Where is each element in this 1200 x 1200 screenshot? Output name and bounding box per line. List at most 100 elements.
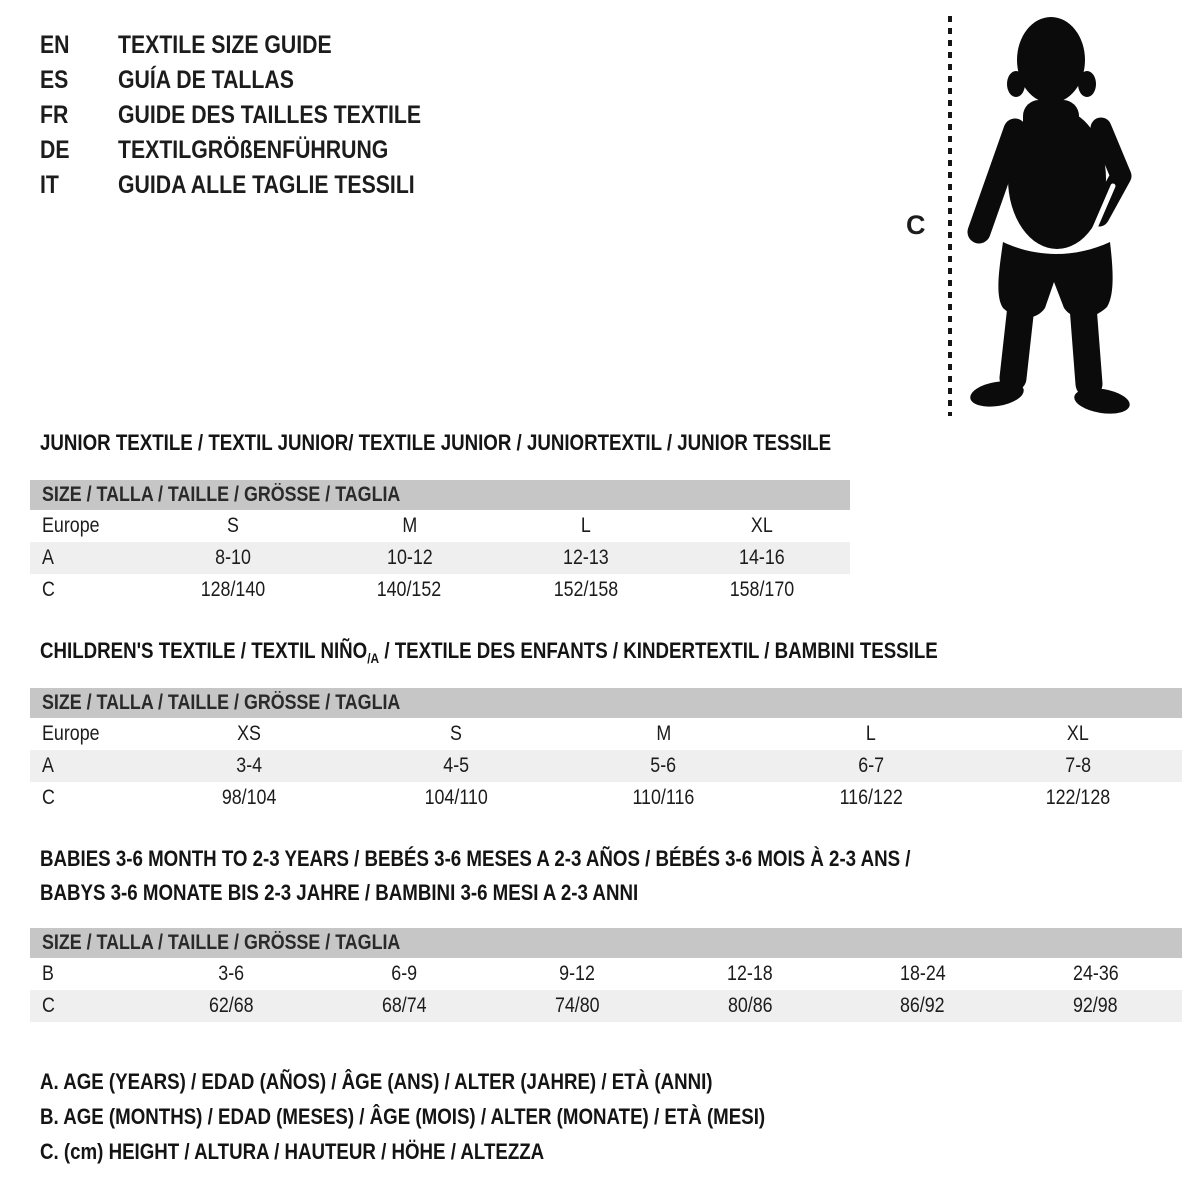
age-cell: 8-10	[145, 542, 321, 574]
age-cell-text: 18-24	[899, 962, 946, 985]
language-code-text: DE	[40, 136, 70, 164]
age-cell: 9-12	[491, 958, 664, 990]
height-cell-text: 104/110	[424, 786, 488, 809]
row-label-text: C	[42, 786, 55, 809]
language-code-text: IT	[40, 171, 59, 199]
height-cell: 86/92	[836, 990, 1009, 1022]
age-cell: 7-8	[975, 750, 1182, 782]
age-cell-text: 8-10	[215, 546, 251, 569]
size-cell: XL	[674, 510, 850, 542]
row-label: A	[30, 750, 145, 782]
age-cell-text: 3-6	[218, 962, 245, 985]
language-row-fr: FR GUIDE DES TAILLES TEXTILE	[40, 98, 475, 133]
children-title-prefix: CHILDREN'S TEXTILE / TEXTIL NIÑO	[40, 638, 368, 663]
language-row-en: EN TEXTILE SIZE GUIDE	[40, 28, 475, 63]
row-label-text: A	[42, 754, 54, 777]
row-label-text: Europe	[42, 514, 100, 537]
junior-size-table: SIZE / TALLA / TAILLE / GRÖSSE / TAGLIA …	[30, 480, 850, 606]
size-cell-text: XL	[1067, 722, 1090, 745]
age-cell: 4-5	[352, 750, 559, 782]
size-header-text: SIZE / TALLA / TAILLE / GRÖSSE / TAGLIA	[42, 931, 401, 954]
age-cell: 6-9	[318, 958, 491, 990]
size-cell-text: S	[227, 514, 240, 537]
table-row-europe: Europe XS S M L XL	[30, 718, 1182, 750]
size-cell: XS	[145, 718, 352, 750]
row-label-text: Europe	[42, 722, 100, 745]
language-row-de: DE TEXTILGRÖßENFÜHRUNG	[40, 133, 475, 168]
height-cell-text: 98/104	[221, 786, 276, 809]
age-cell-text: 3-4	[235, 754, 262, 777]
age-cell-text: 9-12	[559, 962, 595, 985]
table-row-height-cm: C 62/68 68/74 74/80 80/86 86/92 92/98	[30, 990, 1182, 1022]
measurement-legend: A. AGE (YEARS) / EDAD (AÑOS) / ÂGE (ANS)…	[40, 1064, 893, 1169]
age-cell: 24-36	[1009, 958, 1182, 990]
age-cell-text: 4-5	[443, 754, 470, 777]
language-title: TEXTILE SIZE GUIDE	[118, 31, 332, 59]
language-code: EN	[40, 31, 118, 60]
row-label-text: B	[42, 962, 54, 985]
children-size-table: SIZE / TALLA / TAILLE / GRÖSSE / TAGLIA …	[30, 688, 1182, 814]
language-title: GUÍA DE TALLAS	[118, 66, 294, 94]
height-cell: 122/128	[975, 782, 1182, 814]
language-title: TEXTILGRÖßENFÜHRUNG	[118, 136, 389, 164]
language-code: IT	[40, 171, 118, 200]
language-code-text: EN	[40, 31, 70, 59]
language-code-text: ES	[40, 66, 69, 94]
size-cell-text: L	[865, 722, 876, 745]
children-title-suffix: / TEXTILE DES ENFANTS / KINDERTEXTIL / B…	[379, 638, 938, 663]
row-label: A	[30, 542, 145, 574]
children-section-title-text: CHILDREN'S TEXTILE / TEXTIL NIÑO/A / TEX…	[40, 638, 938, 666]
table-row-age-months: B 3-6 6-9 9-12 12-18 18-24 24-36	[30, 958, 1182, 990]
size-cell: M	[321, 510, 497, 542]
height-cell-text: 80/86	[727, 994, 773, 1017]
size-cell: S	[352, 718, 559, 750]
age-cell-text: 6-7	[858, 754, 884, 777]
junior-table-header: SIZE / TALLA / TAILLE / GRÖSSE / TAGLIA	[30, 480, 850, 510]
height-dashed-line	[948, 16, 952, 416]
language-row-it: IT GUIDA ALLE TAGLIE TESSILI	[40, 168, 475, 203]
age-cell-text: 5-6	[650, 754, 677, 777]
babies-section-title: BABIES 3-6 MONTH TO 2-3 YEARS / BEBÉS 3-…	[40, 842, 1064, 910]
age-cell: 3-4	[145, 750, 352, 782]
language-title: GUIDA ALLE TAGLIE TESSILI	[118, 171, 415, 199]
language-title: GUIDE DES TAILLES TEXTILE	[118, 101, 422, 129]
size-cell-text: M	[656, 722, 671, 745]
legend-line-b-text: B. AGE (MONTHS) / EDAD (MESES) / ÂGE (MO…	[40, 1104, 766, 1129]
row-label: C	[30, 990, 145, 1022]
children-table-header: SIZE / TALLA / TAILLE / GRÖSSE / TAGLIA	[30, 688, 1182, 718]
age-cell-text: 14-16	[739, 546, 785, 569]
height-cell: 128/140	[145, 574, 321, 606]
language-code-text: FR	[40, 101, 69, 129]
language-code: ES	[40, 66, 118, 95]
row-label: Europe	[30, 510, 145, 542]
babies-size-table: SIZE / TALLA / TAILLE / GRÖSSE / TAGLIA …	[30, 928, 1182, 1022]
toddler-silhouette-shapes	[967, 17, 1132, 414]
height-cell-text: 158/170	[729, 578, 795, 601]
height-cell: 116/122	[767, 782, 974, 814]
height-cell-text: 128/140	[200, 578, 266, 601]
junior-section-title-text: JUNIOR TEXTILE / TEXTIL JUNIOR/ TEXTILE …	[40, 430, 832, 455]
height-cell-text: 62/68	[209, 994, 254, 1017]
height-cell-text: 140/152	[377, 578, 442, 601]
age-cell-text: 7-8	[1065, 754, 1092, 777]
height-cell: 158/170	[674, 574, 850, 606]
legend-line-c: C. (cm) HEIGHT / ALTURA / HAUTEUR / HÖHE…	[40, 1134, 893, 1169]
table-row-age-years: A 3-4 4-5 5-6 6-7 7-8	[30, 750, 1182, 782]
babies-title-line2: BABYS 3-6 MONATE BIS 2-3 JAHRE / BAMBINI…	[40, 880, 639, 905]
size-cell-text: S	[450, 722, 463, 745]
age-cell: 3-6	[145, 958, 318, 990]
legend-line-c-text: C. (cm) HEIGHT / ALTURA / HAUTEUR / HÖHE…	[40, 1139, 545, 1164]
table-row-height-cm: C 98/104 104/110 110/116 116/122 122/128	[30, 782, 1182, 814]
language-code: DE	[40, 136, 118, 165]
height-cell: 68/74	[318, 990, 491, 1022]
legend-line-a-text: A. AGE (YEARS) / EDAD (AÑOS) / ÂGE (ANS)…	[40, 1069, 713, 1094]
size-header-text: SIZE / TALLA / TAILLE / GRÖSSE / TAGLIA	[42, 483, 401, 506]
row-label-text: C	[42, 578, 55, 601]
height-cell: 140/152	[321, 574, 497, 606]
size-header-text: SIZE / TALLA / TAILLE / GRÖSSE / TAGLIA	[42, 691, 401, 714]
age-cell-text: 10-12	[386, 546, 433, 569]
children-title-subscript: /A	[367, 650, 380, 666]
age-cell-text: 12-13	[562, 546, 609, 569]
age-cell-text: 24-36	[1072, 962, 1119, 985]
age-cell: 6-7	[767, 750, 974, 782]
